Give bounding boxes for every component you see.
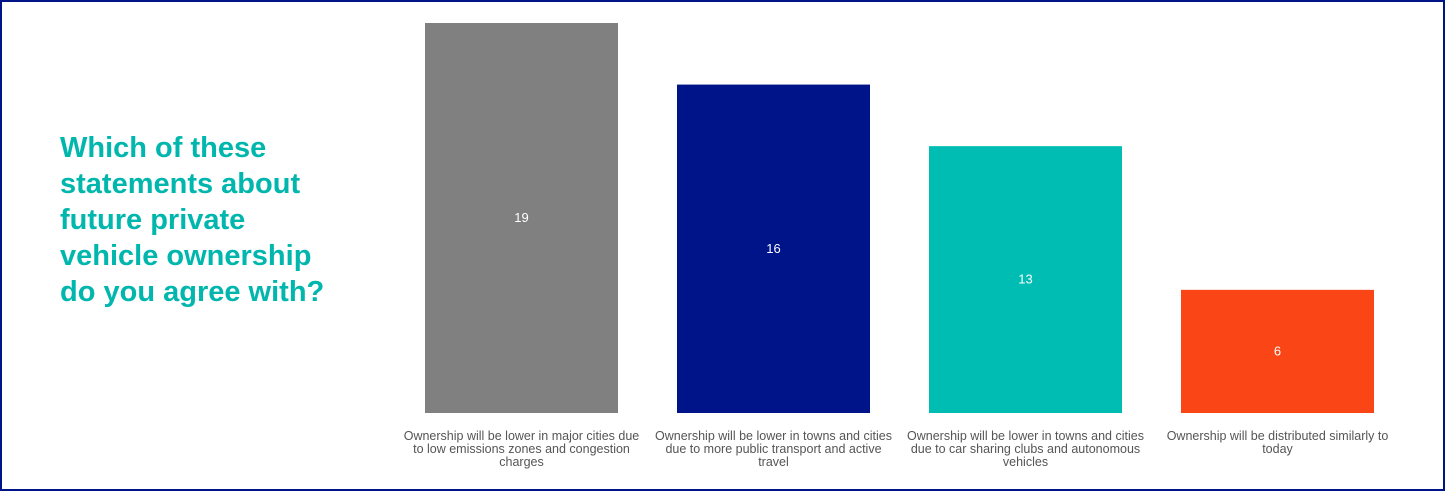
category-label-3: Ownership will be lower in towns and cit… [907, 429, 1144, 469]
data-label-1: 19 [514, 210, 528, 225]
category-label-1: Ownership will be lower in major cities … [403, 429, 640, 469]
category-label-4: Ownership will be distributed similarly … [1166, 429, 1389, 456]
bar-1 [425, 23, 618, 413]
question-title: Which of these statements about future p… [60, 132, 325, 308]
bar-2 [677, 84, 870, 413]
bar-4 [1181, 289, 1374, 413]
bar-3 [929, 146, 1122, 413]
data-label-3: 13 [1018, 272, 1032, 287]
data-label-4: 6 [1274, 343, 1281, 358]
category-label-2: Ownership will be lower in towns and cit… [655, 429, 892, 469]
data-label-2: 16 [766, 241, 780, 256]
